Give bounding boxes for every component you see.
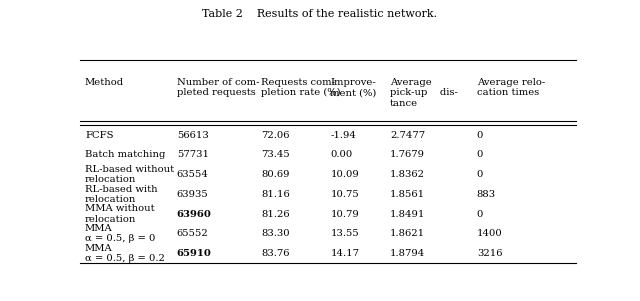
Text: RL-based without: RL-based without [85,165,174,174]
Text: Average relo-
cation times: Average relo- cation times [477,78,545,97]
Text: 10.79: 10.79 [330,209,359,219]
Text: 1.7679: 1.7679 [390,150,425,160]
Text: Improve-
ment (%): Improve- ment (%) [330,78,377,97]
Text: 72.06: 72.06 [261,131,289,140]
Text: 0: 0 [477,170,483,179]
Text: 0: 0 [477,150,483,160]
Text: Average
pick-up    dis-
tance: Average pick-up dis- tance [390,78,458,108]
Text: Number of com-
pleted requests: Number of com- pleted requests [177,78,259,97]
Text: 0: 0 [477,131,483,140]
Text: relocation: relocation [85,175,136,184]
Text: 2.7477: 2.7477 [390,131,425,140]
Text: MMA: MMA [85,244,113,253]
Text: RL-based with: RL-based with [85,185,157,194]
Text: 1.8561: 1.8561 [390,190,425,199]
Text: 1.8794: 1.8794 [390,249,425,258]
Text: relocation: relocation [85,195,136,204]
Text: 3216: 3216 [477,249,502,258]
Text: 81.26: 81.26 [261,209,290,219]
Text: 73.45: 73.45 [261,150,290,160]
Text: 65552: 65552 [177,229,209,238]
Text: 13.55: 13.55 [330,229,359,238]
Text: 0: 0 [477,209,483,219]
Text: α = 0.5, β = 0.2: α = 0.5, β = 0.2 [85,254,165,263]
Text: MMA without: MMA without [85,204,155,213]
Text: 1.8621: 1.8621 [390,229,425,238]
Text: 10.75: 10.75 [330,190,359,199]
Text: 83.76: 83.76 [261,249,289,258]
Text: 1.8362: 1.8362 [390,170,425,179]
Text: 0.00: 0.00 [330,150,353,160]
Text: 56613: 56613 [177,131,209,140]
Text: 10.09: 10.09 [330,170,359,179]
Text: -1.94: -1.94 [330,131,356,140]
Text: 80.69: 80.69 [261,170,289,179]
Text: 81.16: 81.16 [261,190,290,199]
Text: Method: Method [85,78,124,87]
Text: 1.8491: 1.8491 [390,209,426,219]
Text: 65910: 65910 [177,249,212,258]
Text: MMA: MMA [85,224,113,233]
Text: 57731: 57731 [177,150,209,160]
Text: 883: 883 [477,190,496,199]
Text: 63935: 63935 [177,190,209,199]
Text: Table 2    Results of the realistic network.: Table 2 Results of the realistic network… [202,9,438,19]
Text: Batch matching: Batch matching [85,150,165,160]
Text: 83.30: 83.30 [261,229,290,238]
Text: α = 0.5, β = 0: α = 0.5, β = 0 [85,234,156,243]
Text: FCFS: FCFS [85,131,113,140]
Text: 14.17: 14.17 [330,249,360,258]
Text: Requests com-
pletion rate (%): Requests com- pletion rate (%) [261,78,340,98]
Text: 1400: 1400 [477,229,502,238]
Text: relocation: relocation [85,215,136,224]
Text: 63960: 63960 [177,209,212,219]
Text: 63554: 63554 [177,170,209,179]
